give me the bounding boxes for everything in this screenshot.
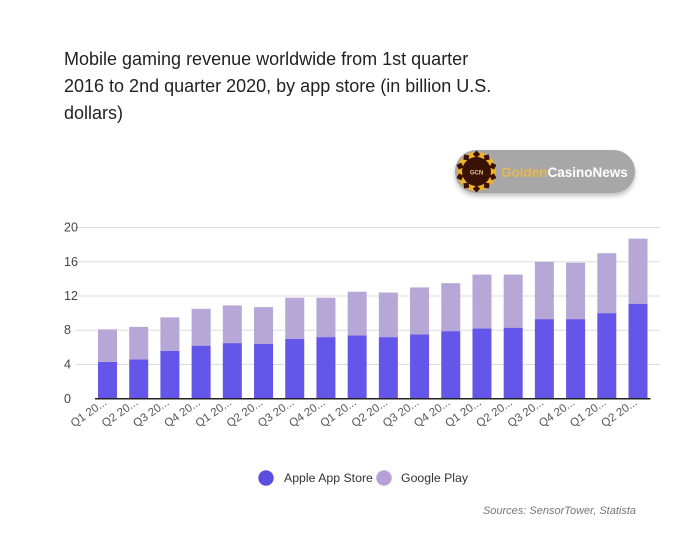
svg-text:20: 20 [64, 221, 78, 235]
svg-text:Google Play: Google Play [401, 471, 469, 485]
svg-text:8: 8 [64, 323, 71, 337]
svg-text:0: 0 [64, 392, 71, 406]
svg-text:4: 4 [64, 358, 71, 372]
svg-text:12: 12 [64, 289, 78, 303]
svg-text:16: 16 [64, 255, 78, 269]
svg-text:Apple App Store: Apple App Store [284, 471, 373, 485]
svg-text:Q2 20...: Q2 20... [599, 397, 639, 430]
svg-text:Sources: SensorTower, Statista: Sources: SensorTower, Statista [483, 505, 636, 517]
